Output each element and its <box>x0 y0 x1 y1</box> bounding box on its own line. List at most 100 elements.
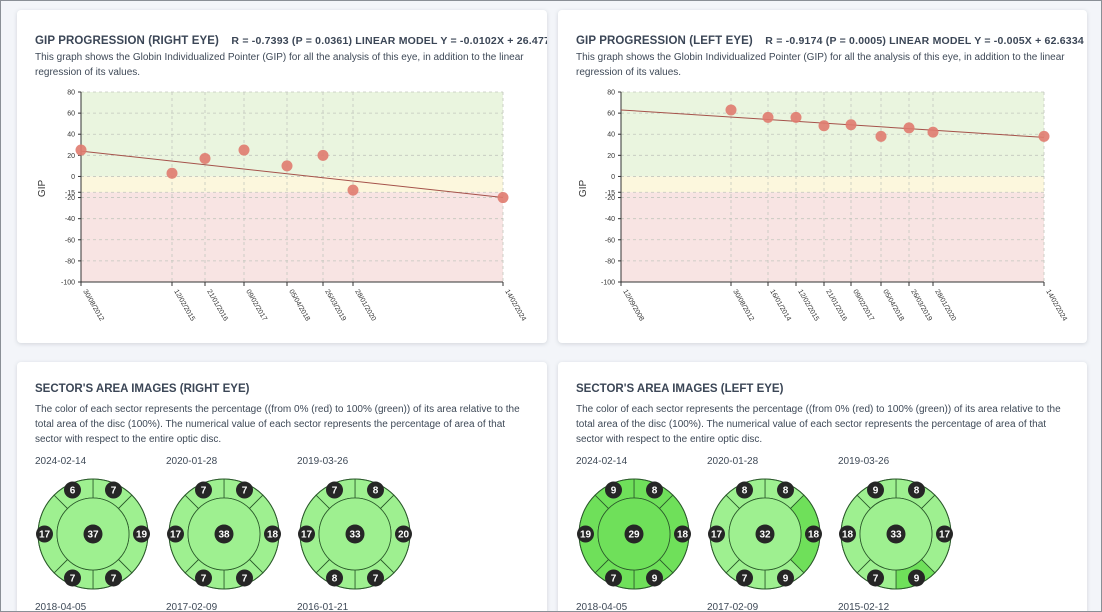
sector-value-badge <box>936 525 953 543</box>
sector-value-badge <box>839 525 856 543</box>
x-tick-label: 28/01/2020 <box>353 289 377 323</box>
sector-value-badge <box>235 569 253 587</box>
gip-left-description: This graph shows the Globin Individualiz… <box>576 52 1065 78</box>
y-tick-label: 60 <box>67 111 75 118</box>
sector-value-badge <box>645 569 663 587</box>
center-value-badge <box>886 524 906 544</box>
gip-point[interactable] <box>347 184 359 196</box>
gip-point[interactable] <box>497 192 509 204</box>
sector-thumb-date: 2016-01-21 <box>297 602 349 612</box>
sector-value: 17 <box>711 530 723 541</box>
sector-value-badge <box>776 481 794 499</box>
sector-value: 9 <box>783 573 789 584</box>
x-tick-label: 30/08/2012 <box>81 289 105 323</box>
sector-value: 6 <box>70 486 76 497</box>
gip-left-header: GIP PROGRESSION (LEFT EYE) R = -0.9174 (… <box>576 31 1084 49</box>
sector-thumb-date: 2018-04-05 <box>35 602 87 612</box>
sector-value-badge <box>104 569 122 587</box>
gip-right-header: GIP PROGRESSION (RIGHT EYE) R = -0.7393 … <box>35 31 547 49</box>
sector-thumb-date: 2019-03-26 <box>838 456 890 467</box>
sector-thumb-date: 2024-02-14 <box>576 456 628 467</box>
x-tick-label: 05/04/2018 <box>287 289 311 323</box>
sector-value: 7 <box>201 573 207 584</box>
sector-value: 9 <box>914 573 920 584</box>
sector-value-badge <box>736 481 754 499</box>
sector-value-badge <box>366 569 384 587</box>
y-tick-label: 0 <box>611 174 615 181</box>
gip-point[interactable] <box>790 111 802 123</box>
sector-right-title: SECTOR'S AREA IMAGES (RIGHT EYE) <box>35 383 250 395</box>
sector-value: 7 <box>111 486 117 497</box>
gip-point[interactable] <box>75 144 87 156</box>
sector-thumb-date: 2024-02-14 <box>35 456 87 467</box>
optic-disc-diagram: 7 18 7 7 17 7 38 <box>167 478 281 590</box>
sector-thumb-date: 2015-02-12 <box>838 602 890 612</box>
gip-left-chart: 80 60 40 20 0 -15-20 -40 -60 -80 -100 12/09/2008 30… <box>578 90 1068 323</box>
gip-right-stats: R = -0.7393 (P = 0.0361) LINEAR MODEL Y … <box>231 35 547 47</box>
sector-value: 18 <box>267 530 279 541</box>
gip-point[interactable] <box>281 160 293 172</box>
sector-thumb-date: 2017-02-09 <box>166 602 218 612</box>
sector-value-badge <box>195 481 213 499</box>
y-tick-label: 80 <box>67 90 75 97</box>
zone-band-2 <box>81 192 503 282</box>
sector-value: 17 <box>939 530 951 541</box>
gip-point[interactable] <box>725 104 737 116</box>
x-tick-label: 21/01/2016 <box>824 289 848 323</box>
zone-band-1 <box>621 176 1044 193</box>
y-tick-label: -20 <box>605 195 615 202</box>
sector-value-badge <box>64 481 82 499</box>
sector-value: 8 <box>914 486 920 497</box>
sector-value-badge <box>605 569 623 587</box>
sector-left-card: SECTOR'S AREA IMAGES (LEFT EYE) The colo… <box>558 362 1087 612</box>
gip-point[interactable] <box>199 153 211 164</box>
y-tick-label: 20 <box>607 153 615 160</box>
sector-value-badge <box>235 481 253 499</box>
sector-value-badge <box>36 525 53 543</box>
sector-value: 18 <box>677 530 689 541</box>
sector-value-badge <box>645 481 663 499</box>
sector-value: 18 <box>808 530 820 541</box>
sector-value: 7 <box>70 573 76 584</box>
y-tick-label: 20 <box>67 153 75 160</box>
center-value: 33 <box>890 530 902 541</box>
x-tick-label: 12/02/2015 <box>796 289 820 323</box>
gip-point[interactable] <box>762 111 774 123</box>
center-value-badge <box>214 524 234 544</box>
x-tick-label: 12/02/2015 <box>172 289 196 323</box>
center-value: 38 <box>218 530 230 541</box>
y-tick-label: -100 <box>61 280 75 287</box>
x-tick-label: 05/04/2018 <box>881 289 905 323</box>
sector-value: 9 <box>611 486 617 497</box>
sector-value: 17 <box>39 530 51 541</box>
gip-point[interactable] <box>903 122 915 134</box>
sector-value-badge <box>907 481 925 499</box>
y-tick-label: -40 <box>65 216 75 223</box>
sector-value: 9 <box>873 486 879 497</box>
y-axis-label: GIP <box>37 180 48 198</box>
gip-point[interactable] <box>1038 130 1050 142</box>
gip-point[interactable] <box>317 149 329 161</box>
sector-value-badge <box>366 481 384 499</box>
gip-point[interactable] <box>818 120 830 132</box>
sector-value-badge <box>805 525 822 543</box>
gip-point[interactable] <box>845 119 857 131</box>
sector-right-description: The color of each sector represents the … <box>35 404 520 445</box>
gip-point[interactable] <box>166 167 178 179</box>
zone-band-2 <box>621 192 1044 282</box>
gip-point[interactable] <box>927 126 939 138</box>
y-tick-label: 80 <box>607 90 615 97</box>
sector-value: 7 <box>242 486 248 497</box>
sector-value-badge <box>736 569 754 587</box>
optic-disc-diagram: 8 20 7 8 17 7 33 <box>298 478 412 590</box>
sector-value-badge <box>167 525 184 543</box>
sector-thumb-date: 2018-04-05 <box>576 602 628 612</box>
sector-value: 7 <box>742 573 748 584</box>
gip-point[interactable] <box>875 130 887 142</box>
regression-line <box>620 109 1045 138</box>
sector-value: 17 <box>170 530 182 541</box>
gip-point[interactable] <box>238 144 250 156</box>
optic-disc-diagram: 8 18 9 7 19 9 29 <box>577 478 691 590</box>
sector-value: 8 <box>783 486 789 497</box>
sector-value: 17 <box>301 530 313 541</box>
